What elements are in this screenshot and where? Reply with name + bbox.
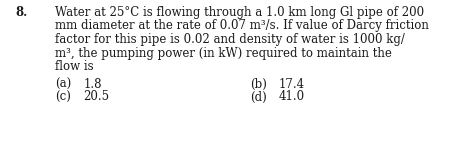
Text: 17.4: 17.4	[278, 77, 305, 90]
Text: flow is: flow is	[55, 60, 93, 73]
Text: (b): (b)	[250, 77, 267, 90]
Text: (c): (c)	[55, 90, 70, 103]
Text: (a): (a)	[55, 77, 71, 90]
Text: 8.: 8.	[15, 6, 28, 19]
Text: m³, the pumping power (in kW) required to maintain the: m³, the pumping power (in kW) required t…	[55, 47, 392, 59]
Text: 20.5: 20.5	[83, 90, 109, 103]
Text: 1.8: 1.8	[83, 77, 102, 90]
Text: Water at 25°C is flowing through a 1.0 km long Gl pipe of 200: Water at 25°C is flowing through a 1.0 k…	[55, 6, 424, 19]
Text: mm diameter at the rate of 0.07 m³/s. If value of Darcy friction: mm diameter at the rate of 0.07 m³/s. If…	[55, 19, 428, 32]
Text: 41.0: 41.0	[278, 90, 305, 103]
Text: factor for this pipe is 0.02 and density of water is 1000 kg/: factor for this pipe is 0.02 and density…	[55, 33, 405, 46]
Text: (d): (d)	[250, 90, 267, 103]
